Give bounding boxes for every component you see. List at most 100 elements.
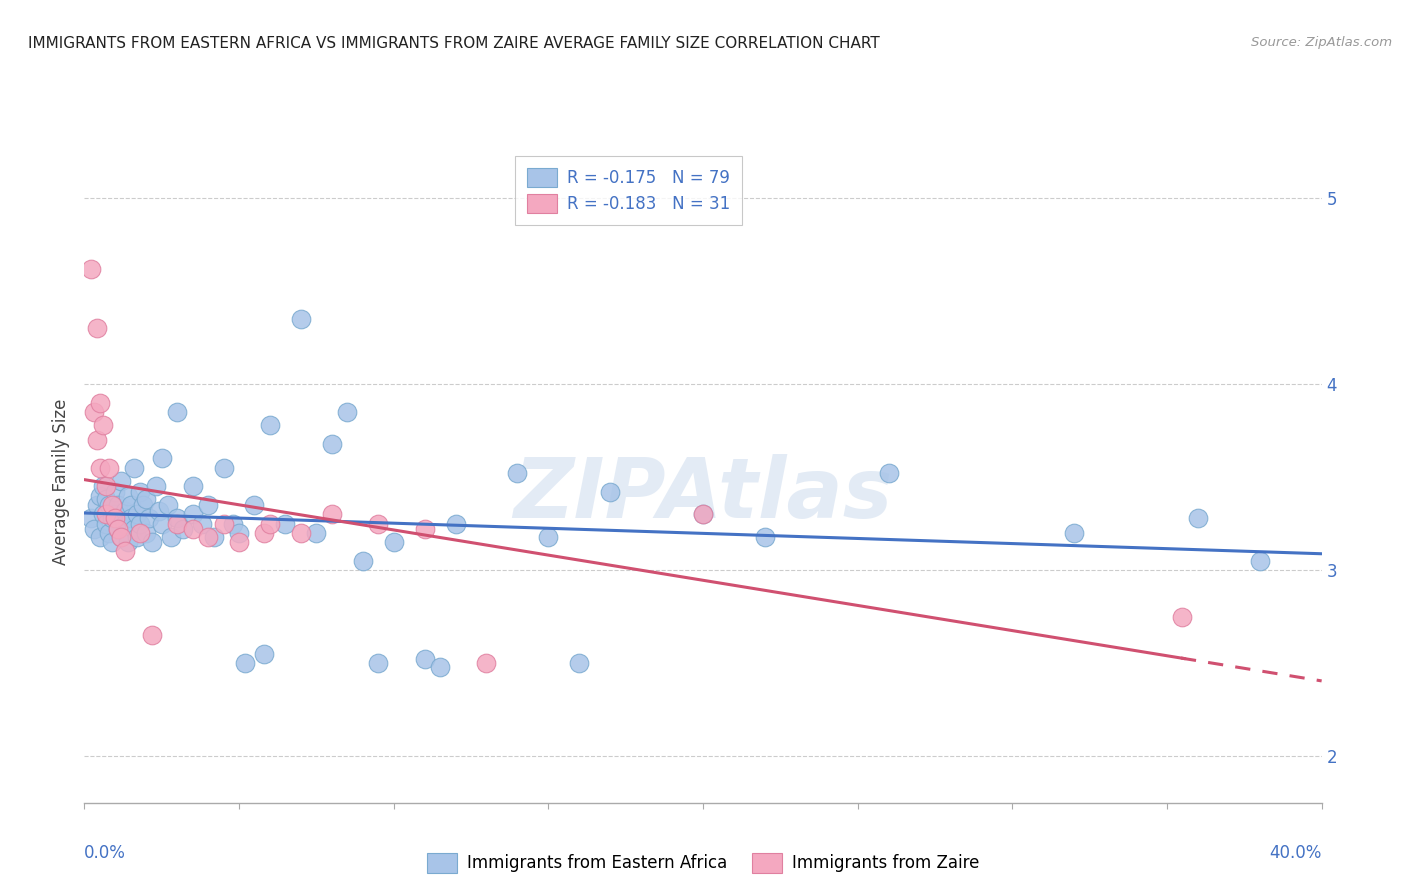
Immigrants from Zaire xyxy=(79,261,101,276)
Immigrants from Eastern Africa xyxy=(107,522,129,536)
Immigrants from Zaire xyxy=(228,535,250,549)
Immigrants from Eastern Africa xyxy=(222,516,245,531)
Immigrants from Eastern Africa xyxy=(94,492,117,507)
Immigrants from Zaire xyxy=(104,511,127,525)
Immigrants from Eastern Africa xyxy=(156,498,179,512)
Immigrants from Eastern Africa xyxy=(120,511,142,525)
Immigrants from Eastern Africa xyxy=(125,508,148,522)
Immigrants from Eastern Africa xyxy=(692,508,714,522)
Immigrants from Eastern Africa xyxy=(94,516,117,531)
Immigrants from Eastern Africa xyxy=(91,479,114,493)
Immigrants from Eastern Africa xyxy=(202,530,225,544)
Immigrants from Zaire xyxy=(367,516,389,531)
Immigrants from Eastern Africa xyxy=(98,525,121,540)
Immigrants from Eastern Africa xyxy=(568,656,591,670)
Immigrants from Eastern Africa xyxy=(89,489,111,503)
Text: Source: ZipAtlas.com: Source: ZipAtlas.com xyxy=(1251,36,1392,49)
Immigrants from Eastern Africa xyxy=(101,535,124,549)
Immigrants from Eastern Africa xyxy=(253,647,276,661)
Immigrants from Eastern Africa xyxy=(125,530,148,544)
Immigrants from Eastern Africa xyxy=(429,660,451,674)
Immigrants from Eastern Africa xyxy=(135,492,157,507)
Immigrants from Eastern Africa xyxy=(259,417,281,432)
Immigrants from Eastern Africa xyxy=(117,535,139,549)
Legend: R = -0.175   N = 79, R = -0.183   N = 31: R = -0.175 N = 79, R = -0.183 N = 31 xyxy=(516,156,742,225)
Immigrants from Zaire xyxy=(83,405,105,419)
Immigrants from Zaire xyxy=(107,522,129,536)
Immigrants from Eastern Africa xyxy=(181,479,204,493)
Immigrants from Eastern Africa xyxy=(166,511,188,525)
Immigrants from Eastern Africa xyxy=(274,516,297,531)
Immigrants from Eastern Africa xyxy=(191,516,214,531)
Immigrants from Eastern Africa xyxy=(160,530,183,544)
Immigrants from Eastern Africa xyxy=(89,530,111,544)
Immigrants from Eastern Africa xyxy=(382,535,405,549)
Immigrants from Eastern Africa xyxy=(228,525,250,540)
Immigrants from Eastern Africa xyxy=(138,511,160,525)
Immigrants from Zaire xyxy=(86,433,108,447)
Immigrants from Eastern Africa xyxy=(181,508,204,522)
Immigrants from Eastern Africa xyxy=(104,484,127,499)
Immigrants from Zaire xyxy=(1171,609,1194,624)
Immigrants from Eastern Africa xyxy=(212,460,235,475)
Immigrants from Eastern Africa xyxy=(117,489,139,503)
Immigrants from Zaire xyxy=(253,525,276,540)
Immigrants from Eastern Africa xyxy=(197,498,219,512)
Immigrants from Eastern Africa xyxy=(110,530,132,544)
Text: IMMIGRANTS FROM EASTERN AFRICA VS IMMIGRANTS FROM ZAIRE AVERAGE FAMILY SIZE CORR: IMMIGRANTS FROM EASTERN AFRICA VS IMMIGR… xyxy=(28,36,880,51)
Immigrants from Zaire xyxy=(321,508,343,522)
Immigrants from Eastern Africa xyxy=(166,405,188,419)
Immigrants from Eastern Africa xyxy=(114,516,136,531)
Immigrants from Eastern Africa xyxy=(104,508,127,522)
Immigrants from Eastern Africa xyxy=(754,530,776,544)
Immigrants from Eastern Africa xyxy=(336,405,359,419)
Immigrants from Eastern Africa xyxy=(83,522,105,536)
Immigrants from Eastern Africa xyxy=(1063,525,1085,540)
Legend: Immigrants from Eastern Africa, Immigrants from Zaire: Immigrants from Eastern Africa, Immigran… xyxy=(420,847,986,880)
Immigrants from Zaire xyxy=(89,395,111,409)
Immigrants from Zaire xyxy=(114,544,136,558)
Immigrants from Zaire xyxy=(110,530,132,544)
Immigrants from Zaire xyxy=(413,522,436,536)
Immigrants from Zaire xyxy=(89,460,111,475)
Immigrants from Eastern Africa xyxy=(141,535,163,549)
Immigrants from Eastern Africa xyxy=(98,498,121,512)
Immigrants from Eastern Africa xyxy=(321,436,343,450)
Immigrants from Eastern Africa xyxy=(110,474,132,488)
Immigrants from Eastern Africa xyxy=(122,522,145,536)
Text: 40.0%: 40.0% xyxy=(1270,844,1322,862)
Immigrants from Eastern Africa xyxy=(413,652,436,666)
Immigrants from Eastern Africa xyxy=(135,525,157,540)
Immigrants from Eastern Africa xyxy=(91,508,114,522)
Immigrants from Zaire xyxy=(290,525,312,540)
Immigrants from Zaire xyxy=(692,508,714,522)
Immigrants from Zaire xyxy=(166,516,188,531)
Immigrants from Zaire xyxy=(141,628,163,642)
Immigrants from Zaire xyxy=(101,498,124,512)
Immigrants from Zaire xyxy=(98,460,121,475)
Immigrants from Eastern Africa xyxy=(290,311,312,326)
Immigrants from Zaire xyxy=(94,508,117,522)
Immigrants from Zaire xyxy=(94,479,117,493)
Immigrants from Zaire xyxy=(86,321,108,335)
Immigrants from Eastern Africa xyxy=(150,451,173,466)
Immigrants from Eastern Africa xyxy=(1187,511,1209,525)
Immigrants from Eastern Africa xyxy=(132,498,155,512)
Immigrants from Eastern Africa xyxy=(877,467,900,481)
Immigrants from Eastern Africa xyxy=(122,460,145,475)
Immigrants from Eastern Africa xyxy=(129,516,152,531)
Immigrants from Eastern Africa xyxy=(114,503,136,517)
Immigrants from Zaire xyxy=(197,530,219,544)
Y-axis label: Average Family Size: Average Family Size xyxy=(52,399,70,565)
Immigrants from Zaire xyxy=(259,516,281,531)
Immigrants from Eastern Africa xyxy=(107,498,129,512)
Immigrants from Zaire xyxy=(475,656,498,670)
Immigrants from Eastern Africa xyxy=(305,525,328,540)
Immigrants from Eastern Africa xyxy=(172,522,194,536)
Immigrants from Zaire xyxy=(212,516,235,531)
Immigrants from Zaire xyxy=(91,417,114,432)
Text: 0.0%: 0.0% xyxy=(84,844,127,862)
Immigrants from Eastern Africa xyxy=(129,484,152,499)
Immigrants from Eastern Africa xyxy=(79,511,101,525)
Immigrants from Eastern Africa xyxy=(233,656,256,670)
